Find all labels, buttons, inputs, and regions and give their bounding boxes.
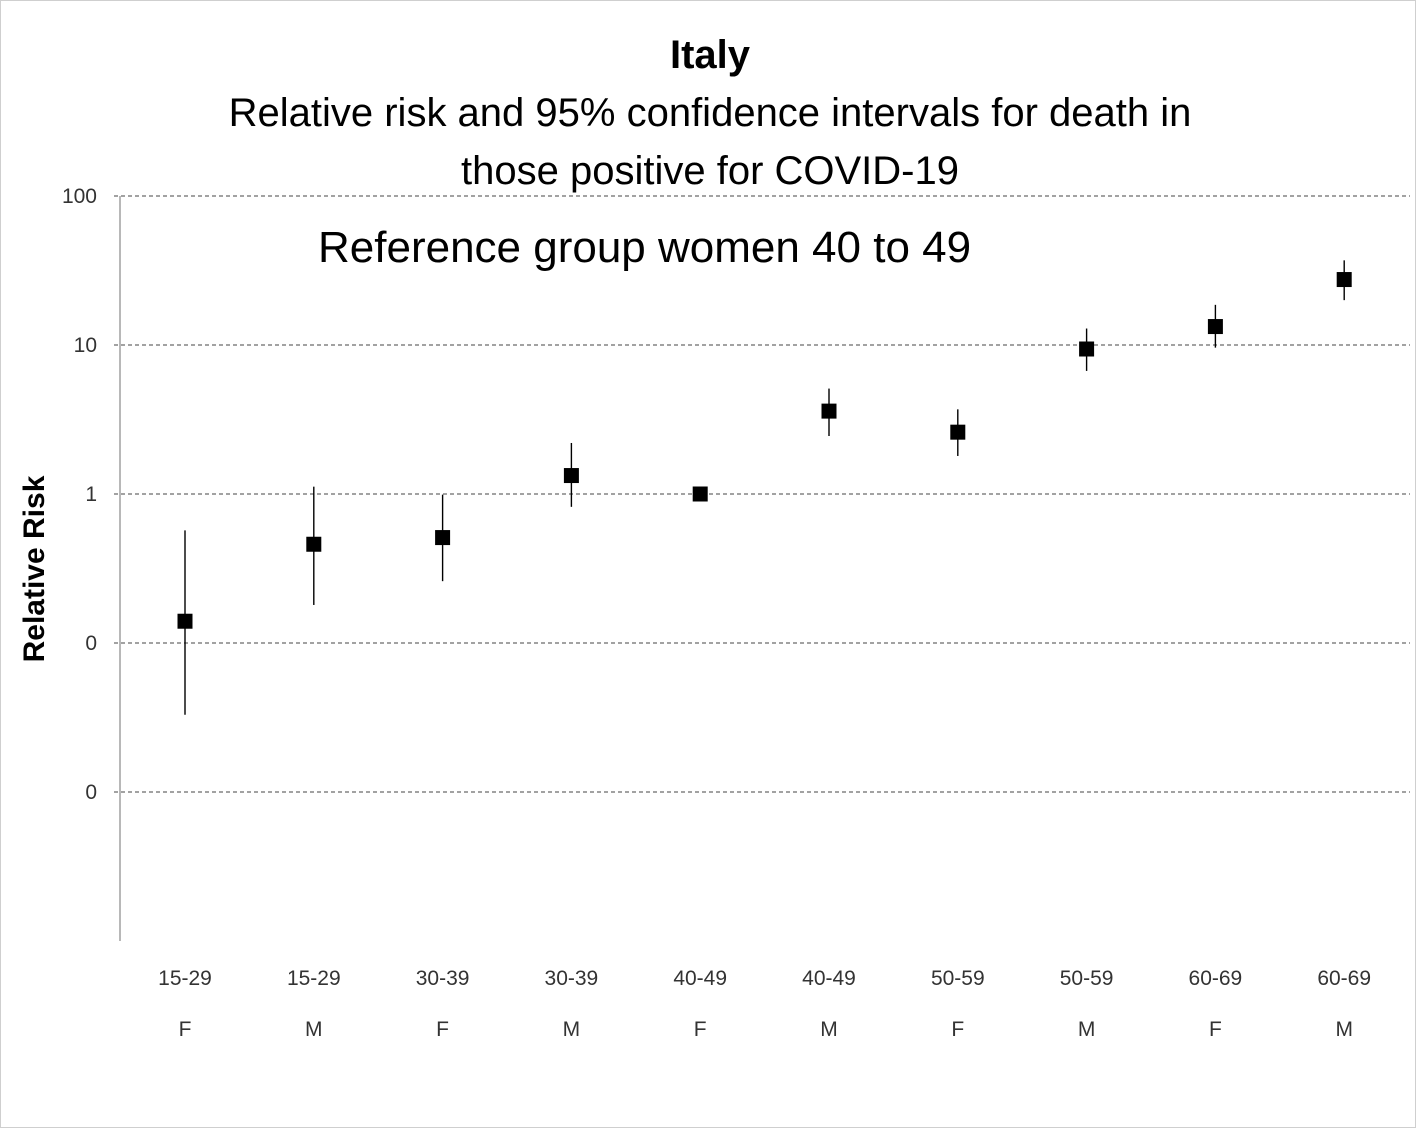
x-sex-label-4: F xyxy=(694,1018,707,1041)
data-point-5 xyxy=(821,403,837,419)
data-point-3 xyxy=(563,468,579,484)
y-axis-label: Relative Risk xyxy=(18,475,51,662)
y-tick-label-0: 100 xyxy=(62,185,97,208)
x-sex-label-0: F xyxy=(179,1018,192,1041)
x-sex-label-7: M xyxy=(1078,1018,1096,1041)
x-tick-label-1: 15-29 xyxy=(287,967,341,990)
data-point-0 xyxy=(177,613,193,629)
x-tick-label-3: 30-39 xyxy=(545,967,599,990)
x-sex-label-3: M xyxy=(563,1018,581,1041)
x-tick-label-4: 40-49 xyxy=(673,967,727,990)
x-sex-label-1: M xyxy=(305,1018,323,1041)
x-tick-label-0: 15-29 xyxy=(158,967,212,990)
chart-subtitle-line-1: Relative risk and 95% confidence interva… xyxy=(229,91,1192,135)
x-sex-label-2: F xyxy=(436,1018,449,1041)
data-point-4 xyxy=(692,486,708,502)
x-tick-label-9: 60-69 xyxy=(1317,967,1371,990)
x-tick-label-6: 50-59 xyxy=(931,967,985,990)
x-tick-label-2: 30-39 xyxy=(416,967,470,990)
y-tick-label-1: 10 xyxy=(74,334,97,357)
y-tick-label-2: 1 xyxy=(85,483,97,506)
y-tick-label-3: 0 xyxy=(85,632,97,655)
x-tick-label-7: 50-59 xyxy=(1060,967,1114,990)
x-sex-label-6: F xyxy=(951,1018,964,1041)
x-sex-label-9: M xyxy=(1335,1018,1353,1041)
data-point-9 xyxy=(1336,272,1352,288)
y-tick-label-4: 0 xyxy=(85,781,97,804)
data-point-7 xyxy=(1079,341,1095,357)
data-point-6 xyxy=(950,424,966,440)
reference-annotation: Reference group women 40 to 49 xyxy=(318,223,971,272)
x-sex-label-5: M xyxy=(820,1018,838,1041)
x-sex-label-8: F xyxy=(1209,1018,1222,1041)
x-tick-label-5: 40-49 xyxy=(802,967,856,990)
chart-title: Italy xyxy=(670,33,751,77)
data-point-2 xyxy=(435,530,451,546)
chart-subtitle-line-2: those positive for COVID-19 xyxy=(461,149,959,193)
data-point-1 xyxy=(306,536,322,552)
x-tick-label-8: 60-69 xyxy=(1189,967,1243,990)
data-point-8 xyxy=(1207,319,1223,335)
